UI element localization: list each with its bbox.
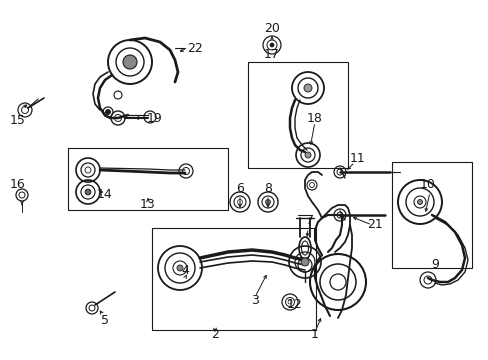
Circle shape (269, 43, 273, 47)
Text: 4: 4 (181, 264, 188, 276)
Circle shape (85, 189, 91, 195)
Bar (152, 228, 315, 330)
Text: 16: 16 (10, 179, 26, 192)
Text: 3: 3 (250, 293, 259, 306)
Circle shape (123, 55, 137, 69)
Circle shape (417, 199, 422, 204)
Circle shape (105, 109, 110, 114)
Circle shape (177, 265, 183, 271)
Circle shape (304, 84, 311, 92)
Text: 7: 7 (305, 213, 313, 226)
Text: 5: 5 (101, 314, 109, 327)
Text: 12: 12 (286, 298, 302, 311)
Text: 11: 11 (349, 152, 365, 165)
Text: 22: 22 (187, 41, 203, 54)
Text: 17: 17 (264, 49, 279, 62)
Text: 18: 18 (306, 112, 322, 125)
Text: 14: 14 (97, 189, 113, 202)
Text: 1: 1 (310, 328, 318, 342)
Text: 20: 20 (264, 22, 279, 35)
Bar (68, 148, 227, 210)
Bar (391, 162, 471, 268)
Text: 2: 2 (211, 328, 219, 342)
Text: 19: 19 (147, 112, 163, 125)
Circle shape (301, 258, 308, 266)
Text: 10: 10 (419, 179, 435, 192)
Text: 13: 13 (140, 198, 156, 211)
Text: 15: 15 (10, 113, 26, 126)
Circle shape (265, 199, 270, 204)
Text: 6: 6 (236, 181, 244, 194)
Text: 8: 8 (264, 181, 271, 194)
Text: 21: 21 (366, 219, 382, 231)
Bar (247, 62, 347, 168)
Circle shape (305, 152, 310, 158)
Text: 9: 9 (430, 258, 438, 271)
